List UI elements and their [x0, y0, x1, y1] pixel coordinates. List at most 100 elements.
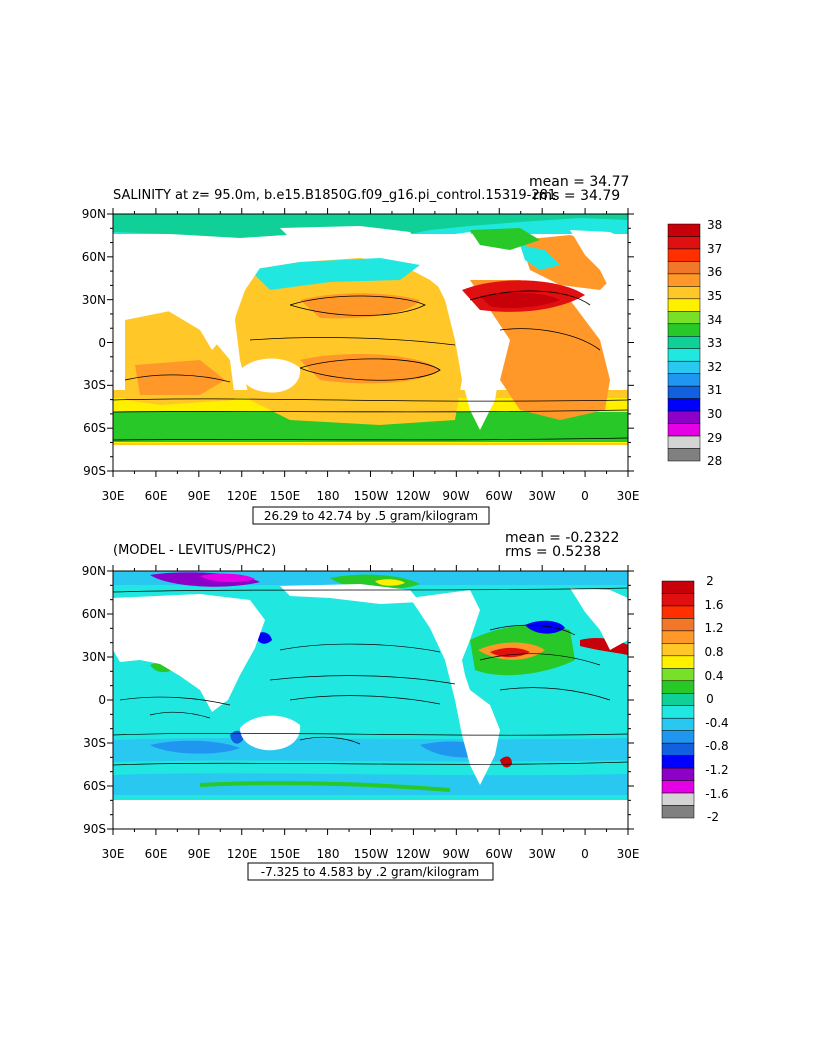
salinity-map-field	[113, 214, 628, 471]
salinity-colorbar-label: 34	[707, 313, 722, 327]
difference-map-field	[113, 571, 628, 829]
salinity-title: SALINITY at z= 95.0m, b.e15.B1850G.f09_g…	[113, 188, 556, 203]
salinity-colorbar-swatch	[667, 311, 701, 325]
difference-colorbar-swatch	[661, 805, 695, 819]
difference-x-tick-label: 150E	[270, 847, 301, 861]
difference-x-axis: 30E 60E 90E 120E 150E 180 150W 120W 90W …	[102, 847, 640, 861]
difference-colorbar-swatch	[661, 767, 695, 781]
difference-colorbar-label: -1.6	[705, 787, 728, 801]
salinity-x-tick-label: 30E	[102, 489, 125, 503]
difference-colorbar-label: -0.4	[705, 716, 728, 730]
salinity-colorbar-label: 38	[707, 218, 722, 232]
salinity-x-tick-label: 60W	[485, 489, 512, 503]
salinity-colorbar-label: 36	[707, 265, 722, 279]
difference-colorbar-swatch	[661, 717, 695, 731]
difference-colorbar-label: 0.4	[704, 669, 723, 683]
salinity-x-tick-label: 90W	[442, 489, 469, 503]
difference-colorbar-label: 2	[706, 574, 714, 588]
difference-colorbar-label: -1.2	[705, 763, 728, 777]
salinity-colorbar-label: 29	[707, 431, 722, 445]
salinity-colorbar-label: 37	[707, 242, 722, 256]
salinity-rms: rms = 34.79	[533, 188, 620, 204]
salinity-x-tick-label: 120W	[396, 489, 431, 503]
salinity-colorbar-swatch	[667, 286, 701, 300]
salinity-x-tick-label: 30W	[528, 489, 555, 503]
difference-colorbar-swatch	[661, 668, 695, 682]
difference-axis-ticks	[107, 565, 634, 835]
salinity-range-box: 26.29 to 42.74 by .5 gram/kilogram	[252, 506, 490, 525]
difference-colorbar-label: 1.6	[704, 598, 723, 612]
salinity-x-tick-label: 180	[317, 489, 340, 503]
salinity-y-tick-label: 60N	[82, 250, 106, 264]
difference-colorbar-label: 0	[706, 692, 714, 706]
difference-colorbar-swatch	[661, 655, 695, 669]
salinity-x-tick-label: 150W	[354, 489, 389, 503]
salinity-mean: mean = 34.77	[529, 174, 629, 190]
salinity-y-tick-label: 0	[98, 336, 106, 350]
difference-x-tick-label: 60E	[145, 847, 168, 861]
salinity-y-tick-label: 30S	[83, 378, 106, 392]
salinity-colorbar-swatch	[667, 336, 701, 349]
salinity-colorbar-swatch	[667, 448, 701, 462]
difference-colorbar-swatch	[661, 755, 695, 769]
difference-colorbar-swatch	[661, 630, 695, 644]
difference-colorbar-labels: 2 1.6 1.2 0.8 0.4 0 -0.4 -0.8 -1.2 -1.6 …	[704, 574, 728, 824]
difference-colorbar-swatch	[661, 605, 695, 619]
salinity-x-tick-label: 30E	[617, 489, 640, 503]
difference-y-tick-label: 30S	[83, 736, 106, 750]
salinity-colorbar-swatch	[667, 261, 701, 275]
salinity-colorbar-swatch	[667, 236, 701, 250]
difference-colorbar-swatch	[661, 580, 695, 594]
salinity-x-tick-label: 0	[581, 489, 589, 503]
difference-colorbar-swatch	[661, 618, 695, 632]
salinity-x-tick-label: 90E	[188, 489, 211, 503]
difference-y-tick-label: 90N	[82, 564, 106, 578]
salinity-x-tick-label: 120E	[227, 489, 258, 503]
difference-panel: mean = -0.2322 rms = 0.5238 (MODEL - LEV…	[82, 530, 729, 881]
difference-colorbar-swatch	[661, 593, 695, 607]
difference-x-tick-label: 0	[581, 847, 589, 861]
difference-y-tick-label: 90S	[83, 822, 106, 836]
difference-x-tick-label: 120E	[227, 847, 258, 861]
salinity-y-tick-label: 60S	[83, 421, 106, 435]
difference-colorbar-swatch	[661, 730, 695, 744]
difference-x-tick-label: 30E	[617, 847, 640, 861]
difference-rms: rms = 0.5238	[505, 544, 601, 560]
salinity-colorbar-swatch	[667, 360, 701, 374]
salinity-colorbar-swatch	[667, 348, 701, 362]
difference-colorbar-swatch	[661, 680, 695, 694]
salinity-panel: mean = 34.77 rms = 34.79 SALINITY at z= …	[82, 174, 722, 525]
salinity-colorbar	[667, 223, 701, 462]
salinity-colorbar-swatch	[667, 273, 701, 287]
salinity-colorbar-label: 35	[707, 289, 722, 303]
difference-colorbar-label: 0.8	[704, 645, 723, 659]
difference-range-box: -7.325 to 4.583 by .2 gram/kilogram	[247, 862, 494, 881]
salinity-y-axis: 90N 60N 30N 0 30S 60S 90S	[82, 207, 106, 478]
salinity-colorbar-swatch	[667, 398, 701, 412]
difference-x-tick-label: 30W	[528, 847, 555, 861]
salinity-y-tick-label: 90N	[82, 207, 106, 221]
difference-x-tick-label: 60W	[485, 847, 512, 861]
difference-colorbar-swatch	[661, 742, 695, 756]
difference-x-tick-label: 90W	[442, 847, 469, 861]
difference-y-tick-label: 0	[98, 693, 106, 707]
salinity-y-tick-label: 30N	[82, 293, 106, 307]
difference-y-tick-label: 60N	[82, 607, 106, 621]
difference-range-label: -7.325 to 4.583 by .2 gram/kilogram	[261, 865, 480, 879]
salinity-y-tick-label: 90S	[83, 464, 106, 478]
salinity-colorbar-swatch	[667, 248, 701, 262]
difference-mean: mean = -0.2322	[505, 530, 619, 546]
difference-y-tick-label: 30N	[82, 650, 106, 664]
salinity-colorbar-swatch	[667, 223, 701, 237]
difference-x-tick-label: 30E	[102, 847, 125, 861]
salinity-colorbar-swatch	[667, 423, 701, 437]
salinity-colorbar-swatch	[667, 298, 701, 312]
salinity-colorbar-swatch	[667, 410, 701, 424]
difference-x-tick-label: 90E	[188, 847, 211, 861]
difference-y-axis: 90N 60N 30N 0 30S 60S 90S	[82, 564, 106, 836]
difference-colorbar-swatch	[661, 705, 695, 719]
difference-colorbar-swatch	[661, 643, 695, 657]
salinity-colorbar-swatch	[667, 435, 701, 449]
salinity-colorbar-label: 30	[707, 407, 722, 421]
salinity-colorbar-label: 31	[707, 383, 722, 397]
